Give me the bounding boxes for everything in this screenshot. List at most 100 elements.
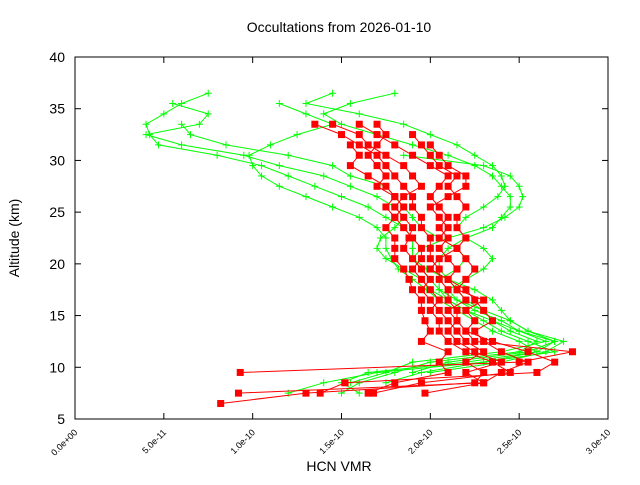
y-tick-label: 10 — [49, 359, 65, 375]
data-point — [234, 389, 242, 397]
data-point — [355, 151, 363, 159]
y-tick-label: 15 — [49, 308, 65, 324]
data-point — [373, 244, 381, 252]
data-point — [435, 213, 443, 221]
data-point — [355, 213, 363, 221]
data-point — [444, 275, 452, 283]
data-point — [453, 244, 461, 252]
data-point — [471, 306, 479, 314]
data-point — [453, 213, 461, 221]
data-point — [515, 182, 523, 190]
data-point — [391, 141, 399, 149]
data-point — [444, 296, 452, 304]
data-point — [409, 213, 417, 221]
data-point — [284, 172, 292, 180]
data-point — [435, 162, 443, 170]
data-point — [426, 265, 434, 273]
data-point — [480, 317, 488, 325]
data-point — [426, 327, 434, 335]
data-point — [435, 224, 443, 232]
series-line — [181, 123, 565, 373]
data-point — [204, 89, 212, 97]
data-point — [329, 120, 337, 128]
data-point — [355, 389, 363, 397]
data-point — [506, 193, 514, 201]
data-point — [373, 224, 381, 232]
data-point — [453, 141, 461, 149]
data-point — [497, 348, 505, 356]
data-point — [489, 358, 497, 366]
data-point — [489, 255, 497, 263]
data-point — [382, 224, 390, 232]
data-point — [453, 296, 461, 304]
data-point — [519, 193, 527, 201]
data-point — [533, 348, 541, 356]
data-point — [320, 379, 328, 387]
data-point — [471, 162, 479, 170]
data-point — [373, 162, 381, 170]
data-point — [341, 379, 349, 387]
data-point — [462, 358, 470, 366]
data-point — [444, 172, 452, 180]
data-point — [417, 286, 425, 294]
data-point — [489, 224, 497, 232]
data-point — [462, 203, 470, 211]
data-point — [462, 368, 470, 376]
data-point — [444, 348, 452, 356]
data-point — [444, 234, 452, 242]
data-point — [382, 172, 390, 180]
data-point — [275, 162, 283, 170]
data-point — [346, 182, 354, 190]
data-point — [551, 358, 559, 366]
data-point — [421, 317, 429, 325]
data-point — [480, 368, 488, 376]
data-point — [462, 213, 470, 221]
data-point — [364, 172, 372, 180]
plot-marks — [142, 89, 576, 407]
data-point — [435, 234, 443, 242]
y-tick-label: 25 — [49, 204, 65, 220]
data-point — [417, 296, 425, 304]
data-point — [391, 172, 399, 180]
data-point — [435, 358, 443, 366]
series-line — [145, 92, 557, 394]
data-point — [453, 337, 461, 345]
x-tick-label: 1.0e-10 — [228, 427, 257, 456]
data-point — [489, 337, 497, 345]
data-point — [346, 172, 354, 180]
data-point — [471, 348, 479, 356]
data-point — [409, 193, 417, 201]
data-point — [444, 317, 452, 325]
data-point — [480, 162, 488, 170]
data-point — [444, 224, 452, 232]
data-point — [480, 348, 488, 356]
data-point — [435, 327, 443, 335]
data-point — [480, 203, 488, 211]
y-tick-label: 40 — [49, 49, 65, 65]
data-point — [364, 141, 372, 149]
data-point — [426, 162, 434, 170]
data-point — [417, 337, 425, 345]
data-point — [506, 317, 514, 325]
data-point — [364, 389, 372, 397]
data-point — [462, 337, 470, 345]
data-point — [338, 120, 345, 128]
data-point — [489, 317, 497, 325]
data-point — [258, 162, 266, 170]
data-point — [421, 389, 429, 397]
data-point — [471, 317, 479, 325]
data-point — [444, 162, 452, 170]
data-point — [462, 296, 470, 304]
data-point — [258, 172, 266, 180]
data-point — [435, 306, 443, 314]
data-point — [501, 182, 509, 190]
y-tick-label: 20 — [49, 256, 65, 272]
data-point — [471, 265, 479, 273]
data-point — [426, 286, 434, 294]
data-point — [453, 224, 461, 232]
plot-frame — [74, 56, 609, 420]
data-point — [435, 182, 443, 190]
data-point — [391, 89, 399, 97]
data-point — [240, 151, 248, 159]
data-point — [382, 213, 390, 221]
